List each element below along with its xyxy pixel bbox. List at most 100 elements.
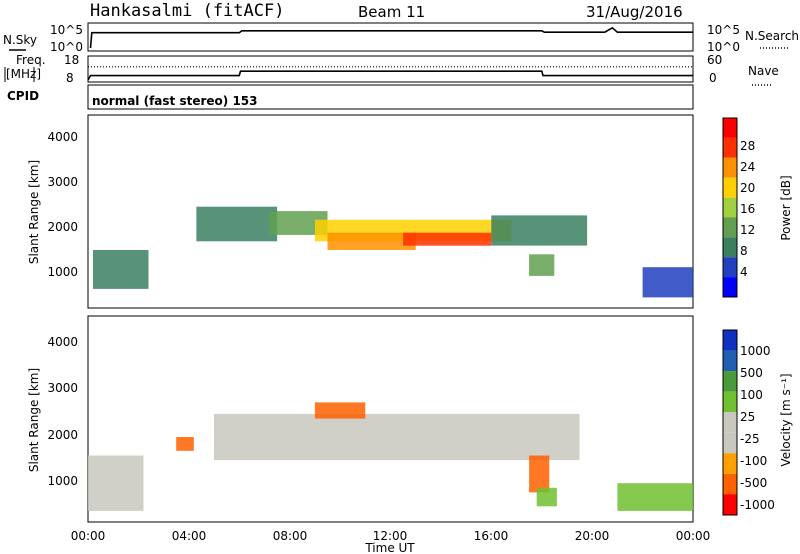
noise-series-0 [89,26,693,49]
velocity-ytick-2000: 2000 [47,428,78,442]
velocity-ytick-3000: 3000 [47,381,78,395]
power-region-4 [327,232,416,250]
time-axis: 00:00 04:00 08:00 12:00 16:00 20:00 00:0… [71,529,711,554]
power-cbar-swatch-6 [723,237,737,258]
freq-left-label-2: [MHz] [6,67,41,81]
power-cbar-tick-20: 20 [740,181,755,195]
velocity-region-3 [176,437,194,451]
power-cbar-tick-12: 12 [740,223,755,237]
time-tick-6: 00:00 [676,529,711,543]
cpid-value: normal (fast stereo) 153 [92,94,258,108]
nave-right-tick-high: 60 [707,53,722,67]
power-cbar-tick-8: 8 [740,244,748,258]
velocity-cbar-tick-m500: -500 [740,476,767,490]
noise-plot-area [89,26,693,49]
velocity-cbar-swatch-7 [723,473,737,495]
power-cbar-tick-28: 28 [740,139,755,153]
velocity-ylabel: Slant Range [km] [27,368,41,472]
time-tick-2: 08:00 [273,529,308,543]
time-tick-4: 16:00 [474,529,509,543]
power-colorbar [722,117,738,298]
velocity-y-axis: 4000 3000 2000 1000 Slant Range [km] [27,335,78,488]
velocity-cbar-swatch-8 [723,494,737,515]
time-tick-5: 20:00 [575,529,610,543]
freq-left-tick-low: 8 [66,71,74,85]
noise-right-label: N.Search [745,29,799,43]
velocity-region-2 [314,402,366,419]
power-cbar-tick-24: 24 [740,160,755,174]
noise-left-label: N.Sky [3,33,37,47]
velocity-region-5 [536,487,557,507]
velocity-cbar-tick-m25: -25 [740,432,760,446]
velocity-ytick-1000: 1000 [47,474,78,488]
freq-series [87,70,693,81]
noise-right-tick-low: 10^0 [707,40,740,54]
velocity-region-6 [617,483,693,511]
velocity-cbar-tick-1000: 1000 [740,344,771,358]
power-cbar-tick-16: 16 [740,202,755,216]
power-ytick-3000: 3000 [47,175,78,189]
cpid-label: CPID [7,89,39,103]
velocity-cbar-swatch-4 [723,412,737,433]
velocity-colorbar-ticks: 1000 500 100 25 -25 -100 -500 -1000 Velo… [740,344,793,512]
velocity-cbar-swatch-1 [723,350,737,372]
velocity-region-1 [214,413,580,461]
velocity-cbar-tick-500: 500 [740,366,763,380]
nave-right-label: Nave [748,64,779,78]
noise-right-tick-high: 10^5 [707,23,740,37]
power-region-2 [269,211,328,235]
time-tick-3: 12:00 [373,529,408,543]
time-axis-title: Time UT [364,541,415,554]
cpid-panel-frame [87,84,694,110]
power-cbar-swatch-8 [723,277,737,297]
power-cbar-swatch-1 [723,137,737,158]
noise-left-tick-low: 10^0 [50,40,83,54]
station-title: Hankasalmi (fitACF) [90,1,284,21]
velocity-cbar-tick-m100: -100 [740,454,767,468]
velocity-cbar-tick-m1000: -1000 [740,498,775,512]
time-tick-1: 04:00 [172,529,207,543]
velocity-cbar-swatch-0 [723,330,737,351]
velocity-cbar-swatch-2 [723,371,737,392]
velocity-cbar-swatch-6 [723,453,737,474]
power-region-8 [642,267,693,298]
power-region-6 [491,215,588,246]
freq-panel-frame [87,55,694,83]
power-cbar-swatch-7 [723,257,737,278]
power-ylabel: Slant Range [km] [27,160,41,264]
velocity-region-4 [529,455,550,493]
power-cbar-swatch-2 [723,157,737,178]
freq-left-tick-high: 18 [64,53,79,67]
power-heatmap [93,206,693,298]
velocity-colorbar [722,329,738,516]
power-colorbar-label: Power [dB] [779,175,793,240]
velocity-cbar-tick-25: 25 [740,410,755,424]
power-ytick-1000: 1000 [47,265,78,279]
date-title: 31/Aug/2016 [586,3,683,21]
power-y-axis: 4000 3000 2000 1000 Slant Range [km] [27,130,78,279]
power-cbar-swatch-3 [723,177,737,198]
beam-title: Beam 11 [358,3,425,21]
power-colorbar-ticks: 28 24 20 16 12 8 4 Power [dB] [740,139,793,279]
velocity-heatmap [88,402,693,511]
power-cbar-swatch-5 [723,217,737,238]
velocity-cbar-swatch-5 [723,432,737,454]
power-cbar-swatch-0 [723,118,737,138]
noise-left-tick-high: 10^5 [50,23,83,37]
power-ytick-2000: 2000 [47,220,78,234]
velocity-colorbar-label: Velocity [m s⁻¹] [779,373,793,466]
velocity-cbar-tick-100: 100 [740,388,763,402]
freq-left-label-1: Freq. [16,53,46,67]
power-panel-frame [87,114,694,309]
freq-plot-area [87,66,693,81]
velocity-ytick-4000: 4000 [47,335,78,349]
nave-right-tick-low: 0 [709,71,717,85]
velocity-region-0 [88,455,144,511]
power-cbar-swatch-4 [723,197,737,218]
power-region-0 [93,250,149,289]
velocity-cbar-frame [722,329,738,516]
noise-panel-frame [87,22,694,52]
power-region-1 [196,206,278,242]
power-region-7 [529,254,555,276]
